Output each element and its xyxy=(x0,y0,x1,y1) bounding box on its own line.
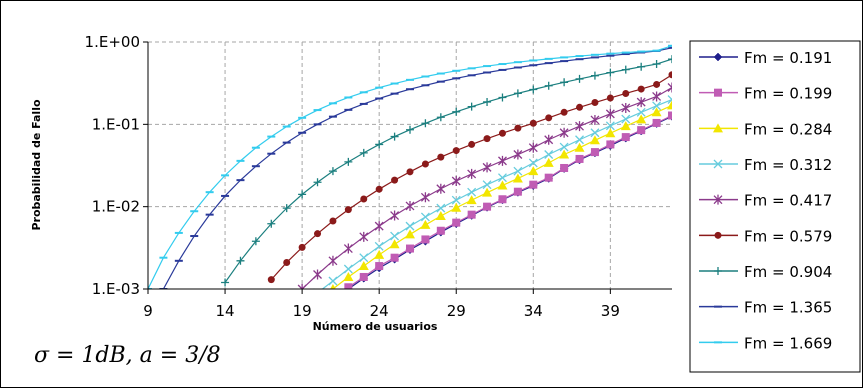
y-axis-label: Probabilidad de Fallo xyxy=(30,99,43,231)
data-point xyxy=(421,235,429,243)
data-point xyxy=(344,283,352,291)
data-point xyxy=(576,155,584,163)
legend-label: Fm = 1.365 xyxy=(744,299,832,317)
legend-label: Fm = 0.191 xyxy=(744,49,832,67)
data-point xyxy=(360,273,368,281)
data-point xyxy=(375,262,383,270)
y-tick-label: 1.E-01 xyxy=(92,115,140,133)
data-point xyxy=(669,71,676,78)
data-point xyxy=(498,195,506,203)
data-point xyxy=(638,86,645,93)
data-point xyxy=(668,112,676,120)
data-point xyxy=(468,211,476,219)
x-axis-label: Número de usuarios xyxy=(313,320,438,333)
data-point xyxy=(391,177,398,184)
data-point xyxy=(653,81,660,88)
data-point xyxy=(468,141,475,148)
data-point xyxy=(437,154,444,161)
data-point xyxy=(422,160,429,167)
x-tick-label: 29 xyxy=(447,302,466,320)
x-tick-label: 39 xyxy=(601,302,620,320)
data-point xyxy=(345,206,352,213)
data-point xyxy=(406,245,414,253)
legend-label: Fm = 1.669 xyxy=(744,334,832,352)
legend-label: Fm = 0.579 xyxy=(744,227,832,245)
data-point xyxy=(545,174,553,182)
x-tick-label: 34 xyxy=(524,302,543,320)
data-point xyxy=(268,276,275,283)
data-point xyxy=(283,259,290,266)
data-point xyxy=(483,203,491,211)
data-point xyxy=(637,126,645,134)
y-tick-label: 1.E+00 xyxy=(85,33,140,51)
y-tick-label: 1.E-03 xyxy=(92,280,140,298)
data-point xyxy=(452,219,460,227)
x-tick-label: 14 xyxy=(216,302,235,320)
plot-area xyxy=(144,42,677,297)
data-point xyxy=(530,120,537,127)
data-point xyxy=(514,125,521,132)
data-point xyxy=(591,99,598,106)
data-point xyxy=(453,147,460,154)
data-point xyxy=(437,227,445,235)
data-point xyxy=(407,168,414,175)
data-point xyxy=(376,186,383,193)
legend-label: Fm = 0.199 xyxy=(744,85,832,103)
legend-label: Fm = 0.417 xyxy=(744,192,832,210)
legend-label: Fm = 0.904 xyxy=(744,263,832,281)
data-point xyxy=(360,195,367,202)
data-point xyxy=(607,94,614,101)
legend: Fm = 0.191 Fm = 0.199 Fm = 0.284 Fm = 0.312… xyxy=(690,41,860,372)
data-point xyxy=(591,148,599,156)
data-point xyxy=(329,217,336,224)
data-point xyxy=(606,140,614,148)
data-point xyxy=(499,130,506,137)
data-point xyxy=(545,114,552,121)
data-point xyxy=(622,90,629,97)
legend-label: Fm = 0.312 xyxy=(744,156,832,174)
data-point xyxy=(314,289,322,297)
data-point xyxy=(560,164,568,172)
x-tick-label: 19 xyxy=(293,302,312,320)
legend-label: Fm = 0.284 xyxy=(744,120,832,138)
data-point xyxy=(299,244,306,251)
legend-swatch-marker xyxy=(714,89,722,97)
x-tick-label: 24 xyxy=(370,302,389,320)
data-point xyxy=(391,254,399,262)
legend-swatch-marker xyxy=(715,232,722,239)
data-point xyxy=(561,109,568,116)
data-point xyxy=(622,133,630,141)
data-point xyxy=(529,181,537,189)
data-point xyxy=(484,135,491,142)
chart-annotation: σ = 1dB, a = 3/8 xyxy=(34,343,221,368)
x-tick-label: 9 xyxy=(143,302,153,320)
data-point xyxy=(314,230,321,237)
data-point xyxy=(653,119,661,127)
y-tick-label: 1.E-02 xyxy=(92,198,140,216)
data-point xyxy=(514,188,522,196)
data-point xyxy=(576,104,583,111)
